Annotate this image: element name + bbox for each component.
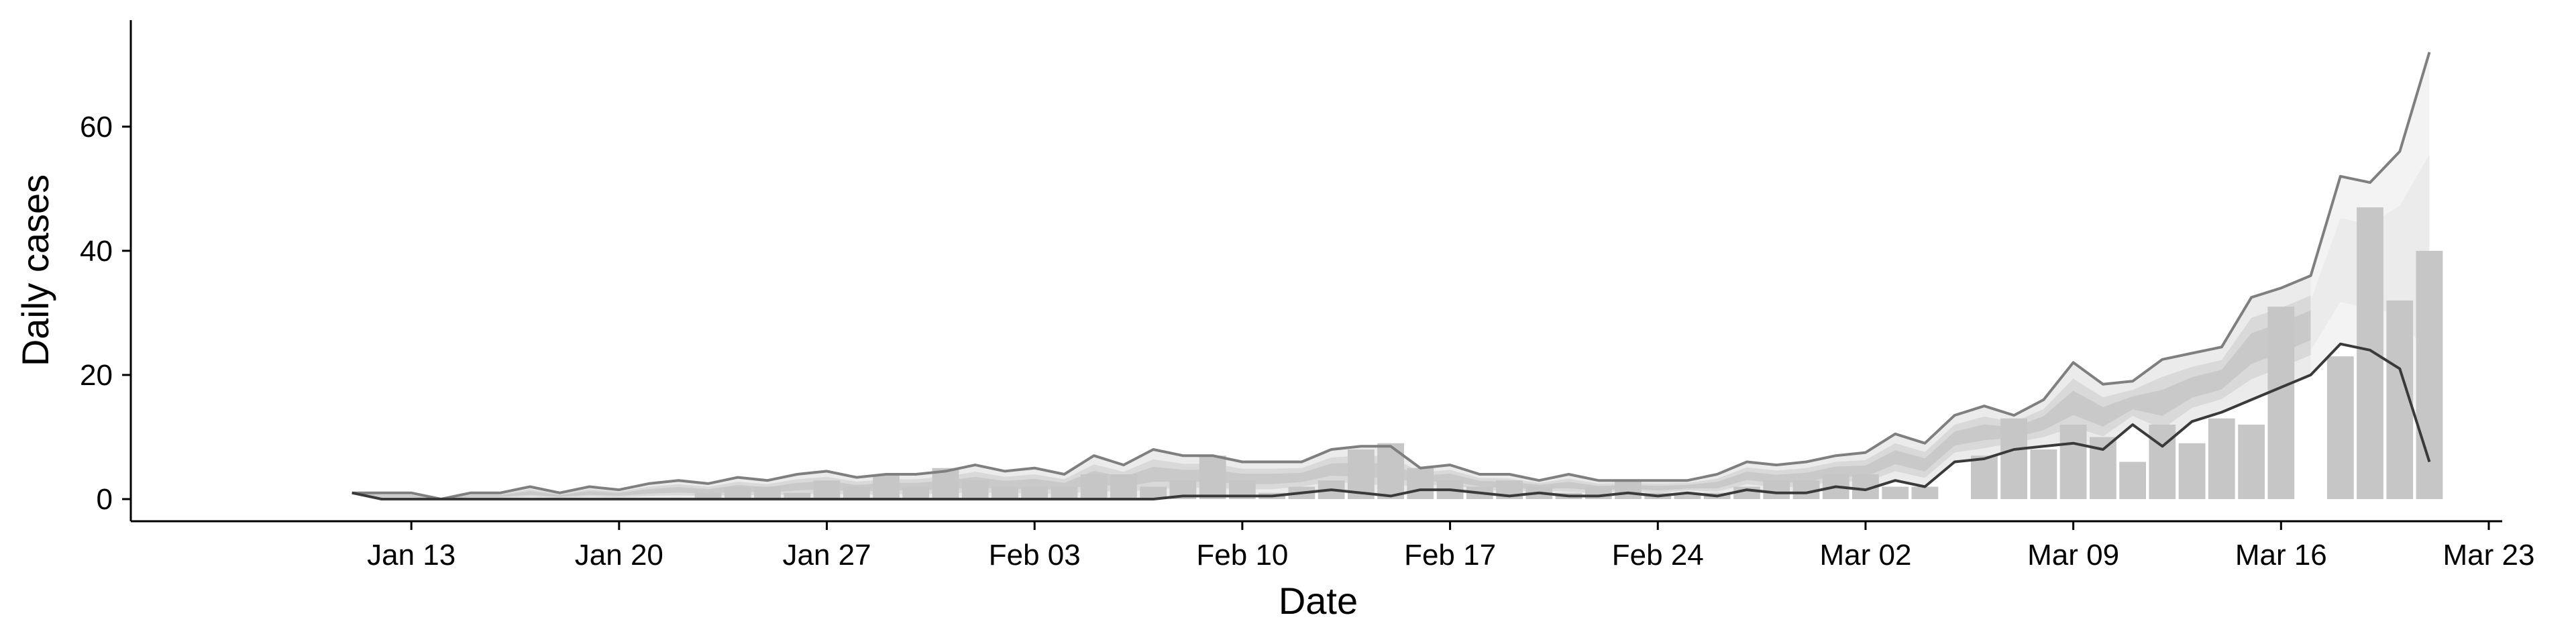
case-bar — [1199, 455, 1226, 499]
x-axis-ticks: Jan 13 Jan 20 Jan 27 Feb 03 Feb 10 Feb 17 Feb … — [367, 521, 2534, 572]
x-tick-label: Feb 24 — [1612, 539, 1704, 572]
x-tick-label: Mar 23 — [2443, 539, 2535, 572]
case-bar — [1615, 480, 1642, 499]
bound-lines — [352, 52, 2431, 500]
y-axis-ticks: 0 20 40 60 — [80, 111, 131, 516]
lower-bound-line — [352, 342, 2431, 500]
x-tick-label: Mar 02 — [1819, 539, 1911, 572]
y-tick-label: 60 — [80, 111, 113, 144]
x-tick-label: Feb 03 — [989, 539, 1081, 572]
case-bar — [724, 486, 751, 499]
case-bar — [2267, 307, 2295, 499]
y-tick-label: 40 — [80, 235, 113, 268]
case-bar — [784, 492, 811, 499]
upper-bound-line — [352, 52, 2431, 500]
y-axis-title: Daily cases — [14, 174, 56, 366]
case-bar — [991, 486, 1018, 499]
case-bar — [1674, 492, 1701, 499]
band-mid — [352, 295, 2311, 499]
x-tick-label: Jan 20 — [575, 539, 663, 572]
case-bar — [1882, 486, 1909, 499]
case-bar — [1110, 474, 1137, 499]
case-bar — [2238, 425, 2265, 499]
case-bar — [843, 486, 870, 499]
x-tick-label: Feb 10 — [1196, 539, 1288, 572]
case-bar — [2326, 356, 2354, 499]
case-bar — [2178, 443, 2206, 499]
case-bar — [873, 474, 900, 499]
case-bar — [2030, 449, 2057, 499]
case-bar — [1911, 486, 1939, 499]
uncertainty-bands — [352, 52, 2430, 499]
case-bar — [2000, 418, 2027, 499]
case-bar — [754, 486, 781, 499]
case-bar — [1407, 468, 1434, 499]
x-tick-label: Mar 16 — [2235, 539, 2327, 572]
case-bar — [961, 480, 989, 499]
case-bar — [1971, 455, 1998, 499]
case-bar — [1140, 486, 1167, 499]
x-tick-label: Mar 09 — [2027, 539, 2119, 572]
case-bar — [813, 480, 841, 499]
case-bar — [2119, 462, 2146, 499]
case-bar — [2357, 207, 2383, 499]
case-bar — [1021, 486, 1049, 499]
case-bar — [2208, 418, 2235, 499]
case-bar — [2149, 425, 2176, 499]
case-bar — [694, 492, 722, 499]
x-tick-label: Jan 13 — [367, 539, 455, 572]
y-tick-label: 20 — [80, 359, 113, 392]
band-outer — [352, 275, 2311, 499]
case-bar — [1080, 474, 1108, 499]
case-bar — [1051, 486, 1078, 499]
case-bar — [902, 486, 930, 499]
y-tick-label: 0 — [97, 483, 113, 516]
x-tick-label: Feb 17 — [1404, 539, 1496, 572]
case-bar — [2059, 425, 2087, 499]
x-axis-title: Date — [1279, 580, 1358, 622]
x-tick-label: Jan 27 — [782, 539, 871, 572]
case-bar — [1763, 480, 1790, 499]
case-bars — [694, 207, 2443, 499]
